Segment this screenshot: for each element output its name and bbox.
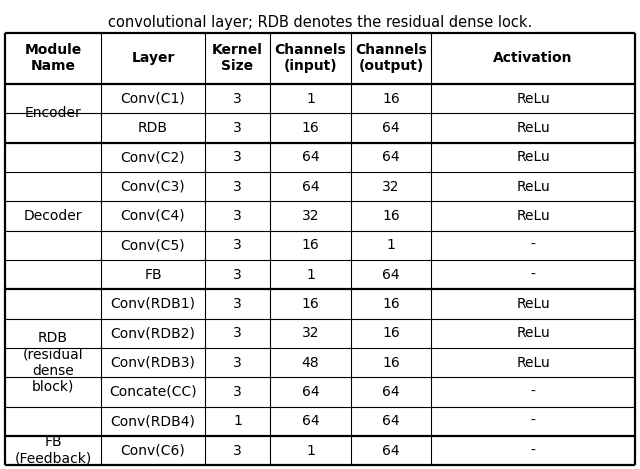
- Text: 3: 3: [233, 238, 242, 252]
- Text: Concate(CC): Concate(CC): [109, 385, 196, 399]
- Text: 1: 1: [233, 414, 242, 428]
- Text: -: -: [531, 414, 536, 428]
- Text: 3: 3: [233, 209, 242, 223]
- Text: Conv(C4): Conv(C4): [121, 209, 185, 223]
- Text: 16: 16: [382, 209, 400, 223]
- Text: ReLu: ReLu: [516, 180, 550, 194]
- Text: 3: 3: [233, 326, 242, 340]
- Text: 64: 64: [382, 150, 400, 164]
- Text: Decoder: Decoder: [24, 209, 83, 223]
- Text: 48: 48: [301, 356, 319, 370]
- Text: 64: 64: [301, 150, 319, 164]
- Text: Conv(RDB4): Conv(RDB4): [111, 414, 195, 428]
- Text: 1: 1: [306, 267, 315, 281]
- Text: convolutional layer; RDB denotes the residual dense lock.: convolutional layer; RDB denotes the res…: [108, 15, 532, 30]
- Text: Layer: Layer: [131, 51, 175, 65]
- Text: Conv(C1): Conv(C1): [120, 91, 186, 106]
- Text: RDB
(residual
dense
block): RDB (residual dense block): [23, 331, 83, 394]
- Text: 1: 1: [306, 91, 315, 106]
- Text: 16: 16: [382, 297, 400, 311]
- Text: Kernel
Size: Kernel Size: [212, 43, 263, 74]
- Text: 3: 3: [233, 121, 242, 135]
- Text: 64: 64: [301, 385, 319, 399]
- Text: -: -: [531, 267, 536, 281]
- Text: 16: 16: [382, 91, 400, 106]
- Text: Conv(C5): Conv(C5): [121, 238, 185, 252]
- Text: -: -: [531, 238, 536, 252]
- Text: 16: 16: [382, 326, 400, 340]
- Text: 3: 3: [233, 180, 242, 194]
- Text: ReLu: ReLu: [516, 91, 550, 106]
- Text: 3: 3: [233, 91, 242, 106]
- Text: 3: 3: [233, 385, 242, 399]
- Text: -: -: [531, 444, 536, 458]
- Text: 3: 3: [233, 267, 242, 281]
- Text: 16: 16: [382, 356, 400, 370]
- Text: Conv(C3): Conv(C3): [121, 180, 185, 194]
- Text: ReLu: ReLu: [516, 209, 550, 223]
- Text: 3: 3: [233, 297, 242, 311]
- Text: ReLu: ReLu: [516, 297, 550, 311]
- Text: 3: 3: [233, 150, 242, 164]
- Text: Activation: Activation: [493, 51, 573, 65]
- Text: Channels
(input): Channels (input): [275, 43, 346, 74]
- Text: Conv(C2): Conv(C2): [121, 150, 185, 164]
- Text: 64: 64: [382, 444, 400, 458]
- Text: 64: 64: [382, 385, 400, 399]
- Text: 64: 64: [301, 180, 319, 194]
- Text: ReLu: ReLu: [516, 326, 550, 340]
- Text: Conv(RDB3): Conv(RDB3): [111, 356, 195, 370]
- Text: RDB: RDB: [138, 121, 168, 135]
- Text: 16: 16: [301, 238, 319, 252]
- Text: 64: 64: [382, 267, 400, 281]
- Text: 3: 3: [233, 444, 242, 458]
- Text: 3: 3: [233, 356, 242, 370]
- Text: 16: 16: [301, 297, 319, 311]
- Text: FB: FB: [144, 267, 162, 281]
- Text: FB
(Feedback): FB (Feedback): [15, 436, 92, 466]
- Text: 32: 32: [301, 326, 319, 340]
- Text: ReLu: ReLu: [516, 150, 550, 164]
- Text: 1: 1: [306, 444, 315, 458]
- Text: 1: 1: [387, 238, 396, 252]
- Text: -: -: [531, 385, 536, 399]
- Text: Encoder: Encoder: [25, 106, 81, 120]
- Text: Conv(RDB2): Conv(RDB2): [111, 326, 195, 340]
- Text: Module
Name: Module Name: [24, 43, 82, 74]
- Text: ReLu: ReLu: [516, 121, 550, 135]
- Text: 64: 64: [382, 414, 400, 428]
- Text: ReLu: ReLu: [516, 356, 550, 370]
- Text: 16: 16: [301, 121, 319, 135]
- Text: Conv(RDB1): Conv(RDB1): [111, 297, 195, 311]
- Text: 64: 64: [382, 121, 400, 135]
- Text: Conv(C6): Conv(C6): [120, 444, 186, 458]
- Text: Channels
(output): Channels (output): [355, 43, 427, 74]
- Text: 32: 32: [382, 180, 400, 194]
- Text: 32: 32: [301, 209, 319, 223]
- Text: 64: 64: [301, 414, 319, 428]
